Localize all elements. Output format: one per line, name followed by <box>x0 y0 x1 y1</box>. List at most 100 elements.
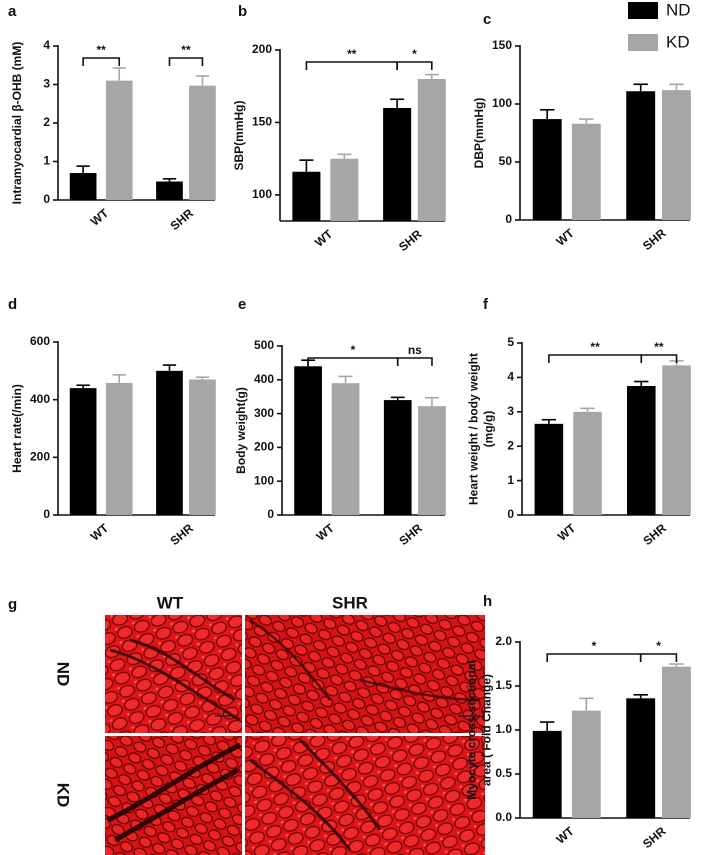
significance-bracket <box>168 57 204 66</box>
bar <box>418 406 446 515</box>
error-bar <box>541 418 557 424</box>
error-bar <box>195 376 210 380</box>
y-tick-label: 600 <box>30 334 50 348</box>
y-tick-label: 5 <box>507 335 514 349</box>
column-label: WT <box>157 593 184 612</box>
significance-bracket <box>546 653 642 662</box>
y-tick-label: 2 <box>43 115 50 129</box>
error-bar <box>633 83 648 92</box>
y-tick-label: 0 <box>505 212 512 226</box>
x-tick-label: SHR <box>640 226 669 253</box>
x-tick-label: SHR <box>640 521 669 548</box>
bar <box>532 730 562 818</box>
significance-label: * <box>592 639 597 653</box>
y-axis-label: Intramyocardial β-OHB (mM) <box>10 42 24 205</box>
panel-letter: d <box>8 296 17 313</box>
error-bar <box>195 75 210 86</box>
y-tick-label: 1 <box>43 154 50 168</box>
y-tick-label: 100 <box>492 96 512 110</box>
micrograph-grid <box>105 615 485 855</box>
error-bar <box>112 374 126 383</box>
significance-label: ns <box>408 343 422 357</box>
y-tick-label: 0 <box>507 507 514 521</box>
y-tick-label: 50 <box>499 154 513 168</box>
bar <box>189 379 216 515</box>
bar <box>331 383 360 515</box>
bar <box>661 90 691 220</box>
significance-bracket <box>396 357 433 366</box>
error-bar <box>338 375 353 384</box>
y-tick-label: 400 <box>254 372 274 386</box>
significance-label: ** <box>347 47 357 61</box>
x-tick-label: WT <box>314 521 338 544</box>
significance-label: * <box>412 47 417 61</box>
y-tick-label: 1.5 <box>495 678 512 692</box>
error-bar <box>76 384 90 389</box>
legend-swatch <box>628 2 658 19</box>
vessel <box>249 738 382 851</box>
error-bar <box>162 178 177 182</box>
bar <box>383 107 412 221</box>
bar <box>626 91 656 221</box>
legend-label: KD <box>666 32 690 51</box>
row-label: ND <box>54 662 73 687</box>
error-bar <box>539 109 555 120</box>
significance-label: ** <box>654 340 664 354</box>
y-tick-label: 200 <box>252 42 272 56</box>
significance-label: ** <box>181 43 191 57</box>
bar <box>417 78 446 221</box>
y-axis-label: Myocyte cross-sectional <box>465 660 479 799</box>
bar <box>156 370 183 515</box>
x-tick-label: WT <box>88 206 112 229</box>
bar <box>627 386 656 515</box>
y-tick-label: 2 <box>507 438 514 452</box>
micrograph <box>245 736 485 855</box>
y-tick-label: 2.0 <box>495 634 512 648</box>
y-tick-label: 500 <box>254 338 274 352</box>
y-axis-label: DBP(mmHg) <box>472 98 486 169</box>
significance-bracket <box>305 61 398 70</box>
vessel <box>106 742 242 843</box>
y-tick-label: 1.0 <box>495 722 512 736</box>
bar <box>571 710 601 818</box>
legend-label: ND <box>666 0 691 19</box>
significance-label: * <box>351 343 356 357</box>
y-tick-label: 150 <box>252 115 272 129</box>
error-bar <box>539 721 555 731</box>
panel-letter: a <box>8 3 17 20</box>
bar <box>626 698 656 818</box>
y-tick-label: 200 <box>30 450 50 464</box>
bar <box>330 158 359 221</box>
error-bar <box>425 396 439 407</box>
bar <box>105 382 133 515</box>
x-tick-label: WT <box>553 824 577 847</box>
panel-letter: f <box>483 296 489 313</box>
panel-letter: b <box>238 3 247 20</box>
vessel <box>109 638 241 722</box>
y-tick-label: 300 <box>254 406 274 420</box>
significance-label: ** <box>590 340 600 354</box>
significance-bracket <box>82 57 121 66</box>
error-bar <box>337 153 352 159</box>
y-tick-label: 0.5 <box>495 766 512 780</box>
error-bar <box>112 67 126 81</box>
x-tick-label: WT <box>555 521 579 544</box>
error-bar <box>669 663 684 667</box>
error-bar <box>390 396 405 401</box>
x-tick-label: SHR <box>168 521 197 548</box>
y-axis-label: Heart rate(/min) <box>10 384 24 473</box>
y-tick-label: 150 <box>492 38 512 52</box>
y-tick-label: 100 <box>252 187 272 201</box>
error-bar <box>580 407 595 412</box>
x-tick-label: WT <box>312 227 336 250</box>
error-bar <box>76 165 90 174</box>
x-tick-label: WT <box>553 226 577 249</box>
bar <box>573 411 602 515</box>
bar <box>571 123 601 220</box>
error-bar <box>424 73 439 79</box>
x-tick-label: SHR <box>396 227 425 254</box>
bar <box>532 119 562 220</box>
x-tick-label: SHR <box>168 206 197 233</box>
bar <box>292 171 321 221</box>
